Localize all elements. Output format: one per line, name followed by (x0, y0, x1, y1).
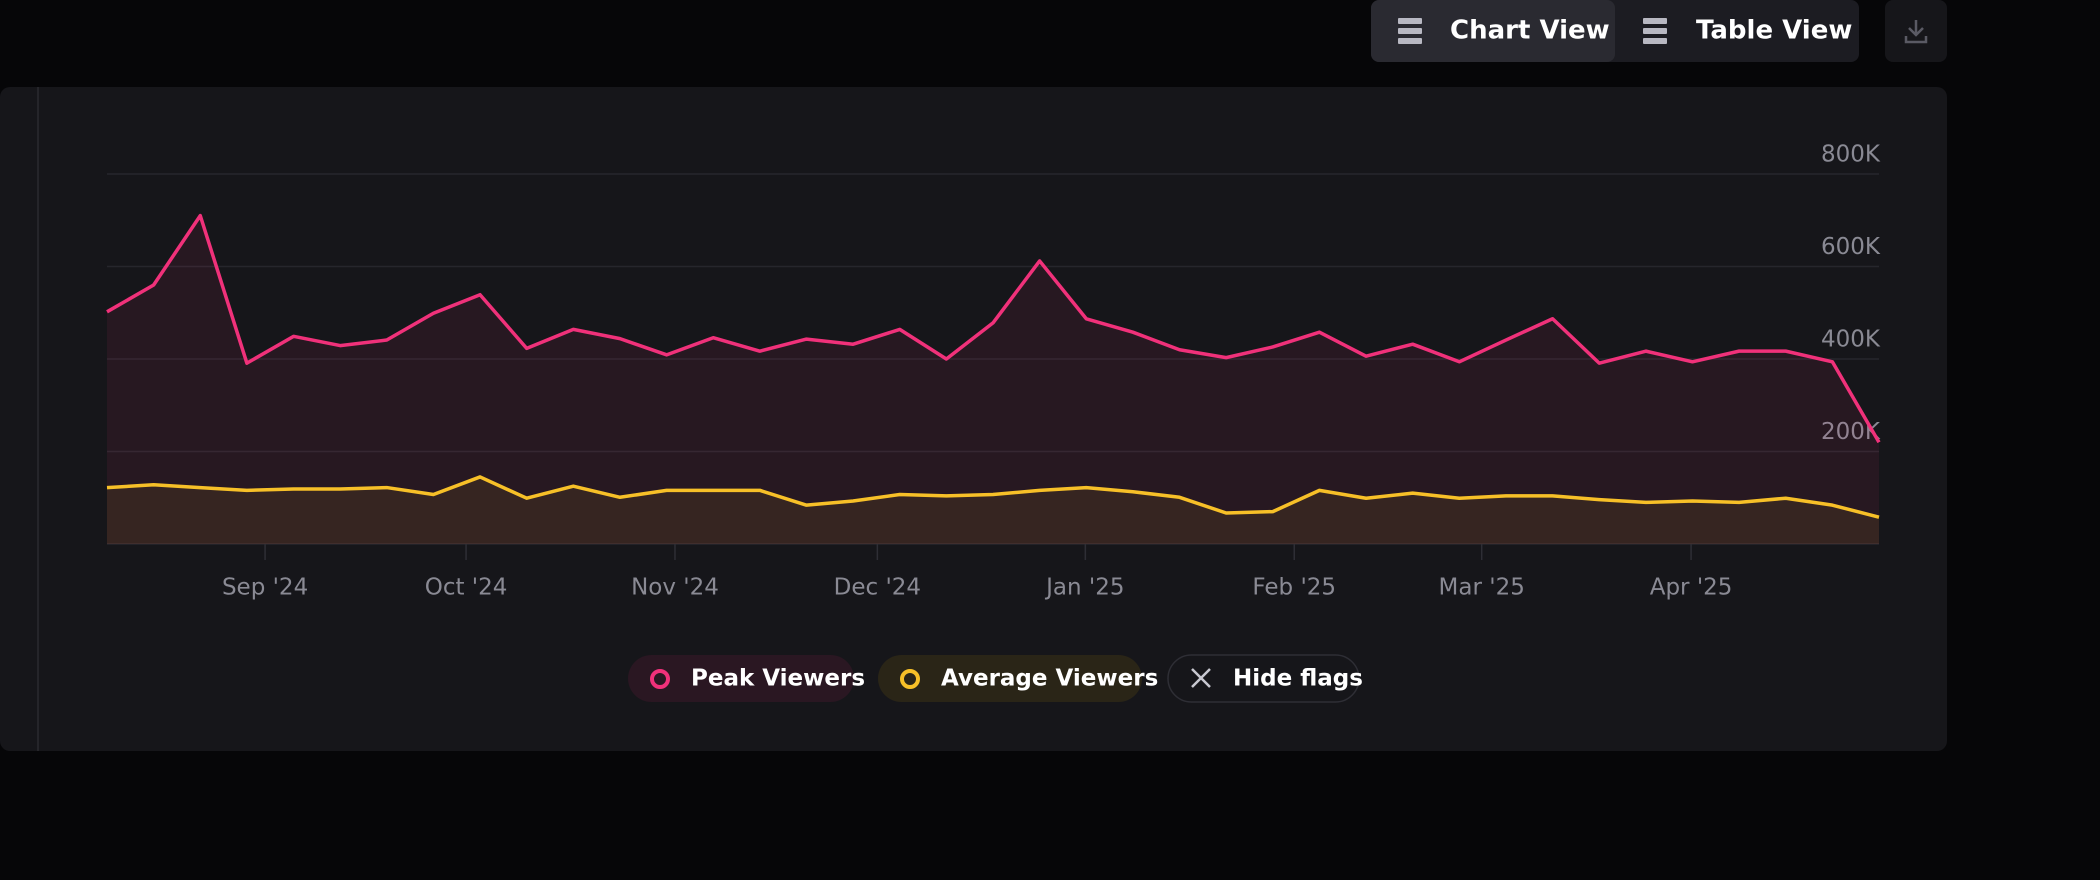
hide-flags-icon (1191, 668, 1211, 688)
legend-marker (900, 669, 920, 689)
series-line (106, 475, 1880, 519)
hide-flags-button[interactable] (1167, 654, 1360, 703)
download-icon (1904, 20, 1928, 44)
chart-view-button[interactable] (1371, 0, 1615, 62)
x-tick-label: Nov '24 (631, 575, 719, 601)
x-tick-label: Feb '25 (1252, 575, 1336, 601)
y-tick-label: 800K (1821, 142, 1881, 168)
chart-view-icon (1398, 18, 1422, 44)
hide-flags-label: Hide flags (1233, 666, 1363, 692)
x-tick-label: Jan '25 (1044, 575, 1124, 601)
x-tick-label: Dec '24 (834, 575, 921, 601)
y-tick-label: 400K (1821, 327, 1881, 353)
legend-label: Average Viewers (941, 666, 1158, 692)
y-tick-label: 600K (1821, 234, 1881, 260)
legend-label: Peak Viewers (691, 666, 865, 692)
series-line (106, 213, 1881, 444)
x-tick-label: Oct '24 (425, 575, 508, 601)
chart-view-label: Chart View (1450, 16, 1610, 46)
chart-panel (0, 87, 1947, 751)
x-tick-label: Mar '25 (1439, 575, 1525, 601)
table-view-label: Table View (1696, 16, 1852, 46)
series-area (107, 215, 1879, 544)
legend-pill[interactable] (878, 655, 1142, 702)
x-tick-label: Sep '24 (222, 575, 308, 601)
legend-pill[interactable] (628, 655, 854, 702)
y-tick-label: 200K (1821, 419, 1881, 445)
legend-marker (650, 669, 670, 689)
table-view-icon (1643, 18, 1667, 44)
x-tick-label: Apr '25 (1650, 575, 1733, 601)
